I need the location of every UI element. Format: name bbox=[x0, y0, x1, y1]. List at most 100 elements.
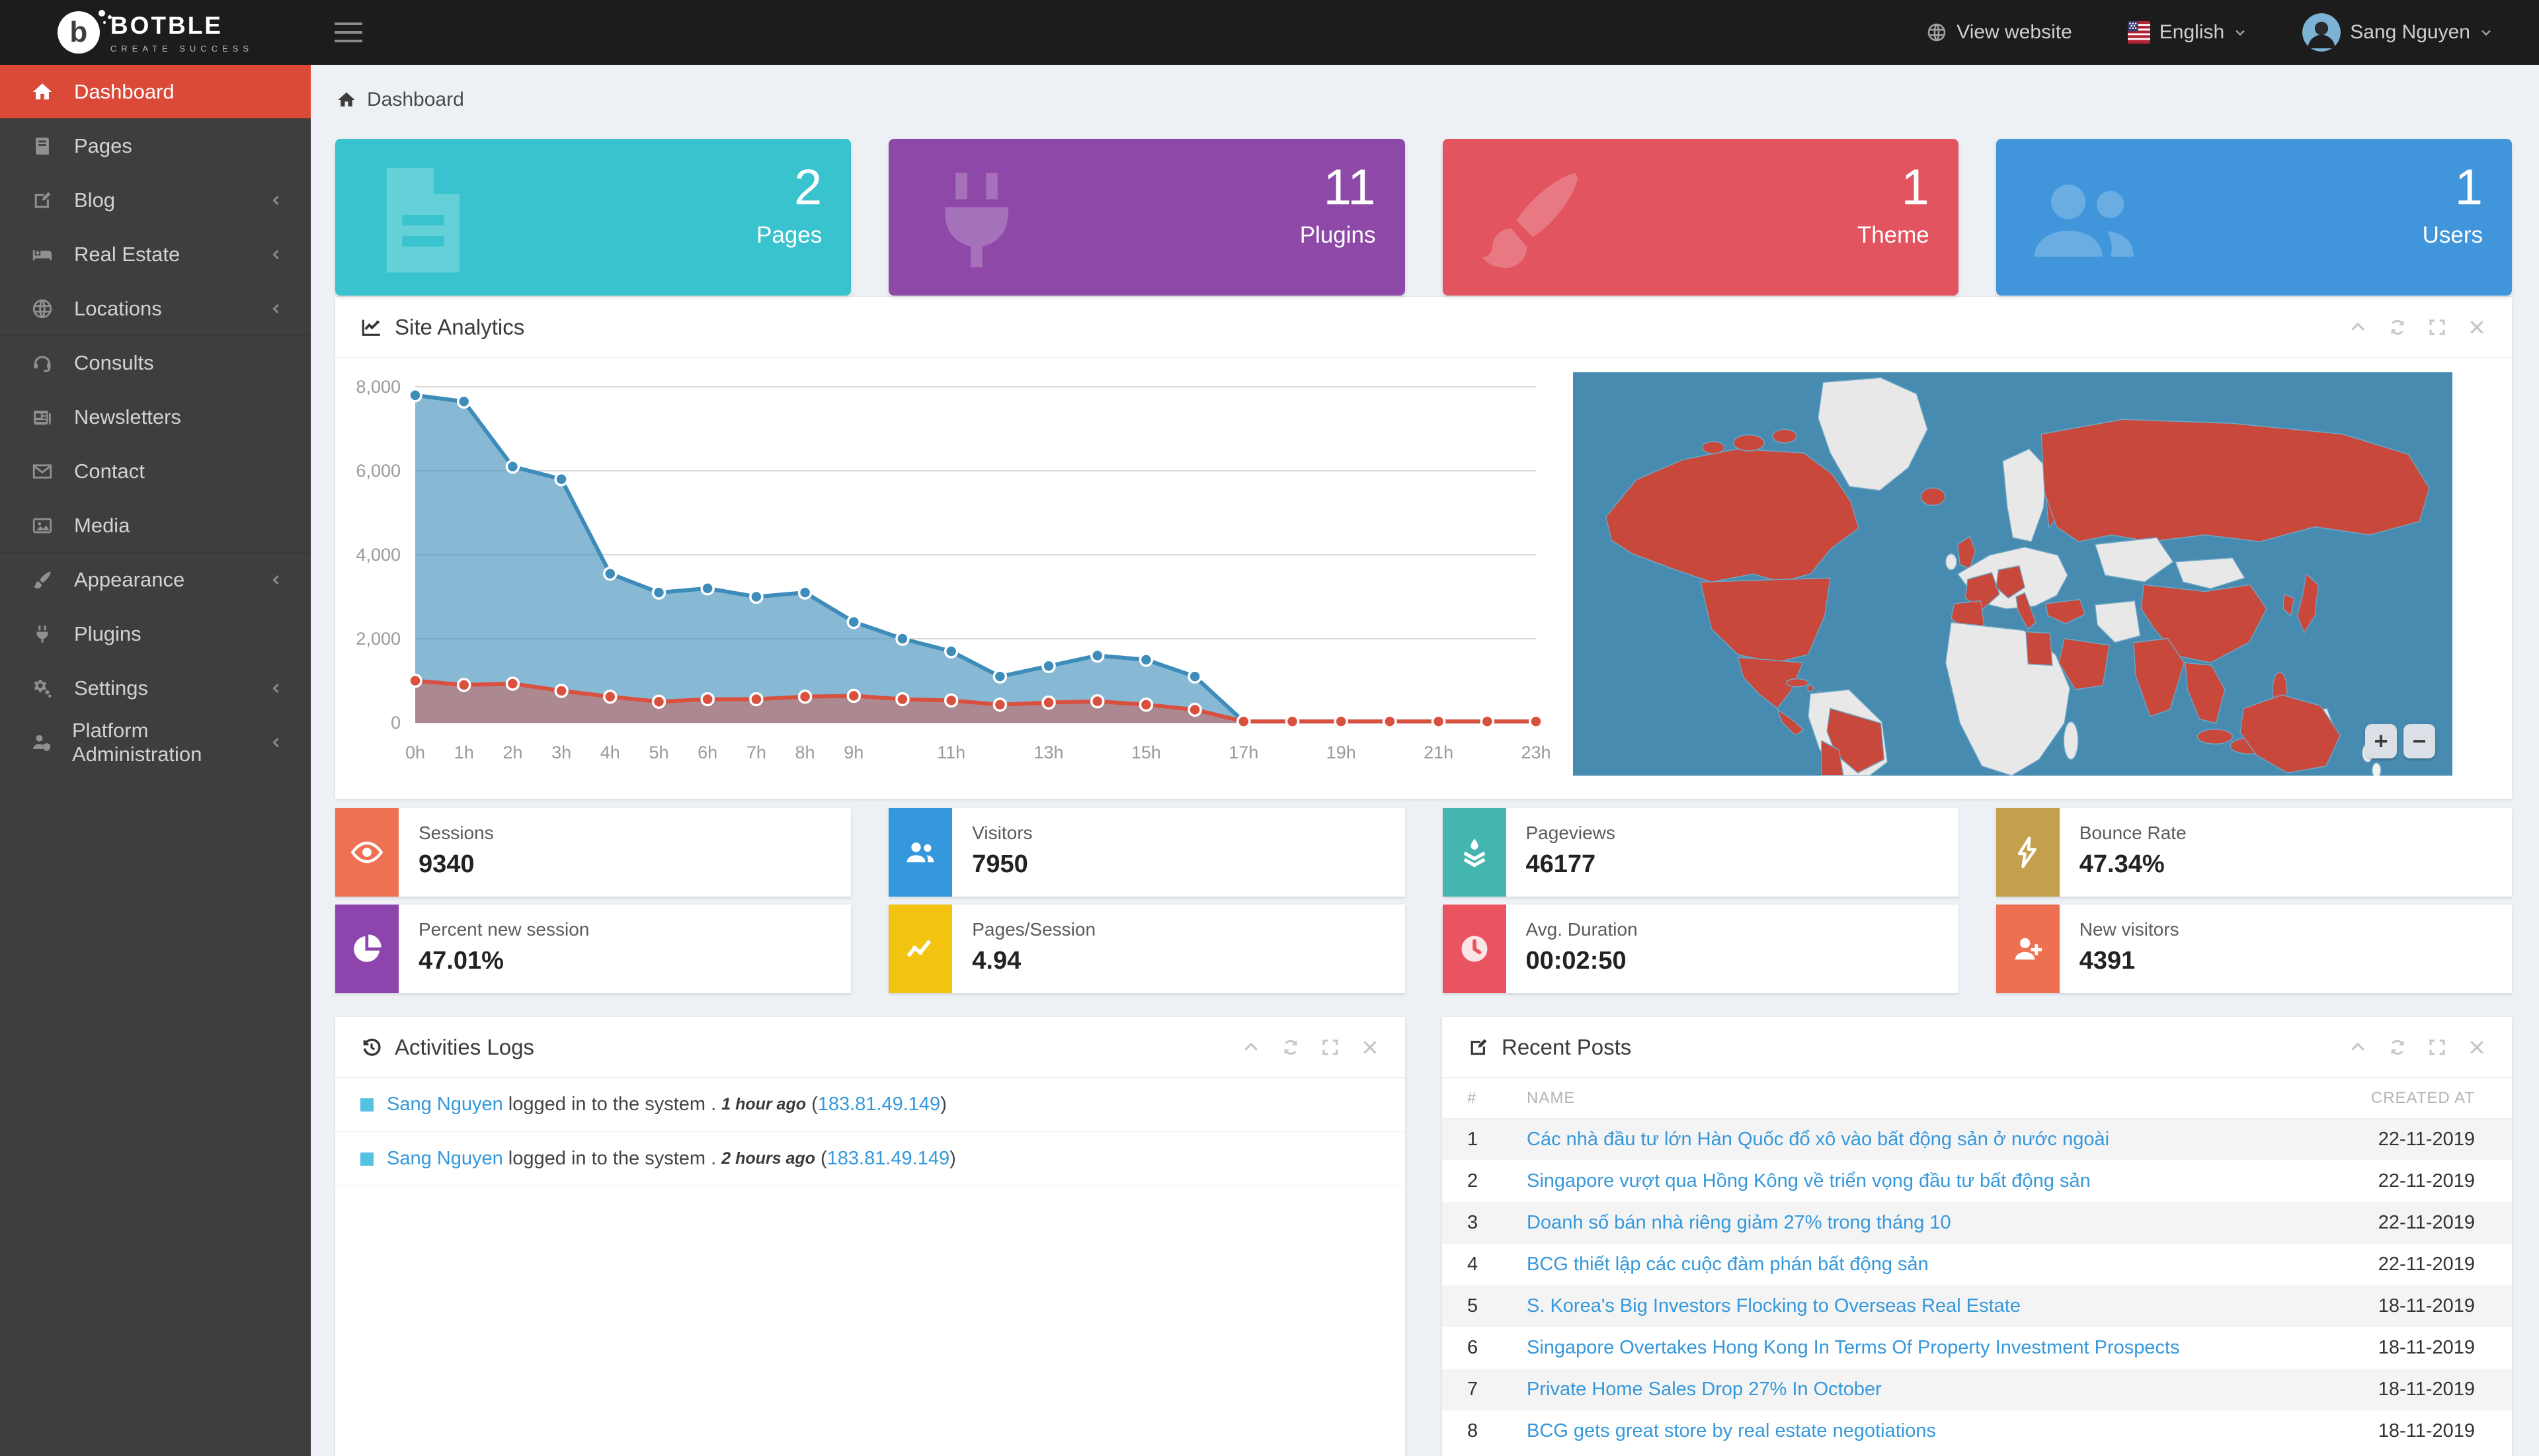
expand-icon[interactable] bbox=[2427, 317, 2447, 337]
sidebar-item-consults[interactable]: Consults bbox=[0, 336, 311, 390]
post-title-link[interactable]: S. Korea's Big Investors Flocking to Ove… bbox=[1527, 1295, 2021, 1316]
sidebar-item-settings[interactable]: Settings bbox=[0, 661, 311, 715]
close-icon[interactable] bbox=[1360, 1037, 1380, 1057]
chevron-down-icon bbox=[2479, 26, 2493, 39]
svg-text:8,000: 8,000 bbox=[356, 377, 401, 397]
pencil-square-icon bbox=[1467, 1036, 1490, 1059]
chevron-up-icon[interactable] bbox=[2348, 317, 2368, 337]
svg-text:3h: 3h bbox=[551, 743, 571, 762]
sidebar-item-pages[interactable]: Pages bbox=[0, 119, 311, 173]
sidebar-item-real-estate[interactable]: Real Estate bbox=[0, 227, 311, 282]
summary-card-label: Theme bbox=[1857, 222, 1929, 248]
stat-label: Pageviews bbox=[1525, 823, 1615, 843]
post-title-link[interactable]: Các nhà đầu tư lớn Hàn Quốc đổ xô vào bấ… bbox=[1527, 1129, 2110, 1150]
view-website-label: View website bbox=[1956, 21, 2072, 43]
close-icon[interactable] bbox=[2467, 317, 2487, 337]
activity-user-link[interactable]: Sang Nguyen bbox=[387, 1148, 503, 1169]
headset-icon bbox=[28, 352, 57, 374]
stat-tile-pages-session: Pages/Session 4.94 bbox=[889, 905, 1405, 993]
chevron-left-icon bbox=[268, 301, 284, 317]
post-created-at: 18-11-2019 bbox=[2378, 1337, 2475, 1358]
close-icon[interactable] bbox=[2467, 1037, 2487, 1057]
activity-user-link[interactable]: Sang Nguyen bbox=[387, 1094, 503, 1115]
log-marker-icon bbox=[360, 1098, 374, 1112]
activity-ip-link[interactable]: 183.81.49.149 bbox=[826, 1148, 950, 1169]
map-zoom-out-button[interactable]: − bbox=[2403, 724, 2435, 758]
expand-icon[interactable] bbox=[2427, 1037, 2447, 1057]
sidebar-item-blog[interactable]: Blog bbox=[0, 173, 311, 227]
post-number: 8 bbox=[1467, 1420, 1478, 1441]
stat-tile-avg-duration: Avg. Duration 00:02:50 bbox=[1442, 905, 1958, 993]
post-title-link[interactable]: Singapore vượt qua Hồng Kông về triển vọ… bbox=[1527, 1170, 2091, 1192]
summary-card-plugins[interactable]: 11 Plugins bbox=[889, 139, 1405, 296]
map-zoom-in-button[interactable]: + bbox=[2365, 724, 2397, 758]
visitors-map[interactable]: + − bbox=[1573, 372, 2452, 776]
sidebar-item-plugins[interactable]: Plugins bbox=[0, 607, 311, 661]
globe-icon bbox=[28, 298, 57, 320]
summary-card-users[interactable]: 1 Users bbox=[1995, 139, 2512, 296]
recent-posts-table: # NAME CREATED AT 1 Các nhà đầu tư lớn H… bbox=[1442, 1078, 2512, 1452]
language-dropdown[interactable]: English bbox=[2127, 21, 2247, 44]
brush-icon bbox=[28, 569, 57, 591]
expand-icon[interactable] bbox=[1320, 1037, 1340, 1057]
sidebar-menu: Dashboard Pages Blog Real Estate Locatio… bbox=[0, 65, 311, 770]
post-created-at: 18-11-2019 bbox=[2378, 1420, 2475, 1441]
bed-icon bbox=[28, 243, 57, 266]
users-icon bbox=[889, 808, 953, 897]
refresh-icon[interactable] bbox=[2388, 317, 2407, 337]
sidebar-item-label: Newsletters bbox=[74, 405, 181, 428]
pencil-square-icon bbox=[28, 189, 57, 212]
sidebar-item-locations[interactable]: Locations bbox=[0, 282, 311, 336]
summary-card-theme[interactable]: 1 Theme bbox=[1442, 139, 1958, 296]
user-menu[interactable]: Sang Nguyen bbox=[2302, 13, 2493, 52]
sidebar-item-label: Appearance bbox=[74, 567, 185, 591]
sidebar-item-dashboard[interactable]: Dashboard bbox=[0, 65, 311, 119]
column-header-num: # bbox=[1467, 1088, 1477, 1107]
activity-ip-link[interactable]: 183.81.49.149 bbox=[817, 1094, 941, 1115]
log-marker-icon bbox=[360, 1152, 374, 1166]
post-title-link[interactable]: BCG thiết lập các cuộc đàm phán bất động… bbox=[1527, 1254, 1929, 1275]
svg-text:17h: 17h bbox=[1229, 743, 1258, 762]
analytics-chart: 0 2,000 4,000 6,000 8,000 0h 1h 2h 3h 4h 5h 6h 7h 8h 9… bbox=[356, 377, 1551, 762]
sidebar-item-platform-administration[interactable]: Platform Administration bbox=[0, 715, 311, 770]
sidebar-item-label: Media bbox=[74, 513, 130, 537]
post-title-link[interactable]: Doanh số bán nhà riêng giảm 27% trong th… bbox=[1527, 1212, 1951, 1233]
brand-tagline: CREATE SUCCESS bbox=[110, 43, 254, 54]
chevron-up-icon[interactable] bbox=[1241, 1037, 1261, 1057]
post-title-link[interactable]: Private Home Sales Drop 27% In October bbox=[1527, 1379, 1882, 1400]
chevron-left-icon bbox=[268, 680, 284, 696]
sidebar-item-newsletters[interactable]: Newsletters bbox=[0, 390, 311, 444]
stat-label: New visitors bbox=[2079, 919, 2179, 940]
sidebar-item-contact[interactable]: Contact bbox=[0, 444, 311, 499]
sidebar-item-label: Pages bbox=[74, 134, 132, 157]
top-bar: b BOTBLE CREATE SUCCESS View website Eng… bbox=[0, 0, 2539, 65]
post-created-at: 18-11-2019 bbox=[2378, 1379, 2475, 1400]
stat-label: Percent new session bbox=[419, 919, 590, 940]
refresh-icon[interactable] bbox=[1281, 1037, 1301, 1057]
post-title-link[interactable]: Singapore Overtakes Hong Kong In Terms O… bbox=[1527, 1337, 2180, 1358]
summary-card-pages[interactable]: 2 Pages bbox=[335, 139, 852, 296]
user-shield-icon bbox=[28, 731, 55, 754]
post-number: 4 bbox=[1467, 1254, 1478, 1275]
post-title-link[interactable]: BCG gets great store by real estate nego… bbox=[1527, 1420, 1937, 1441]
chevron-up-icon[interactable] bbox=[2348, 1037, 2368, 1057]
panel-title: Site Analytics bbox=[395, 314, 525, 339]
sidebar-item-appearance[interactable]: Appearance bbox=[0, 553, 311, 607]
envelope-icon bbox=[28, 460, 57, 483]
refresh-icon[interactable] bbox=[2388, 1037, 2407, 1057]
table-header-row: # NAME CREATED AT bbox=[1442, 1078, 2512, 1119]
sidebar-item-label: Plugins bbox=[74, 622, 141, 645]
activity-log-entry: Sang Nguyen logged in to the system . 2 … bbox=[335, 1132, 1405, 1186]
view-website-link[interactable]: View website bbox=[1926, 21, 2072, 44]
panel-controls bbox=[2348, 1037, 2487, 1057]
sidebar-toggle-button[interactable] bbox=[335, 22, 362, 42]
svg-text:4h: 4h bbox=[600, 743, 620, 762]
sidebar-item-media[interactable]: Media bbox=[0, 499, 311, 553]
svg-text:8h: 8h bbox=[795, 743, 815, 762]
stat-tile-visitors: Visitors 7950 bbox=[889, 808, 1405, 897]
summary-card-value: 1 bbox=[1901, 159, 1929, 216]
brand-logo[interactable]: b BOTBLE CREATE SUCCESS bbox=[0, 0, 311, 65]
stat-value: 46177 bbox=[1525, 850, 1596, 878]
post-created-at: 18-11-2019 bbox=[2378, 1295, 2475, 1316]
panel-controls bbox=[1241, 1037, 1380, 1057]
